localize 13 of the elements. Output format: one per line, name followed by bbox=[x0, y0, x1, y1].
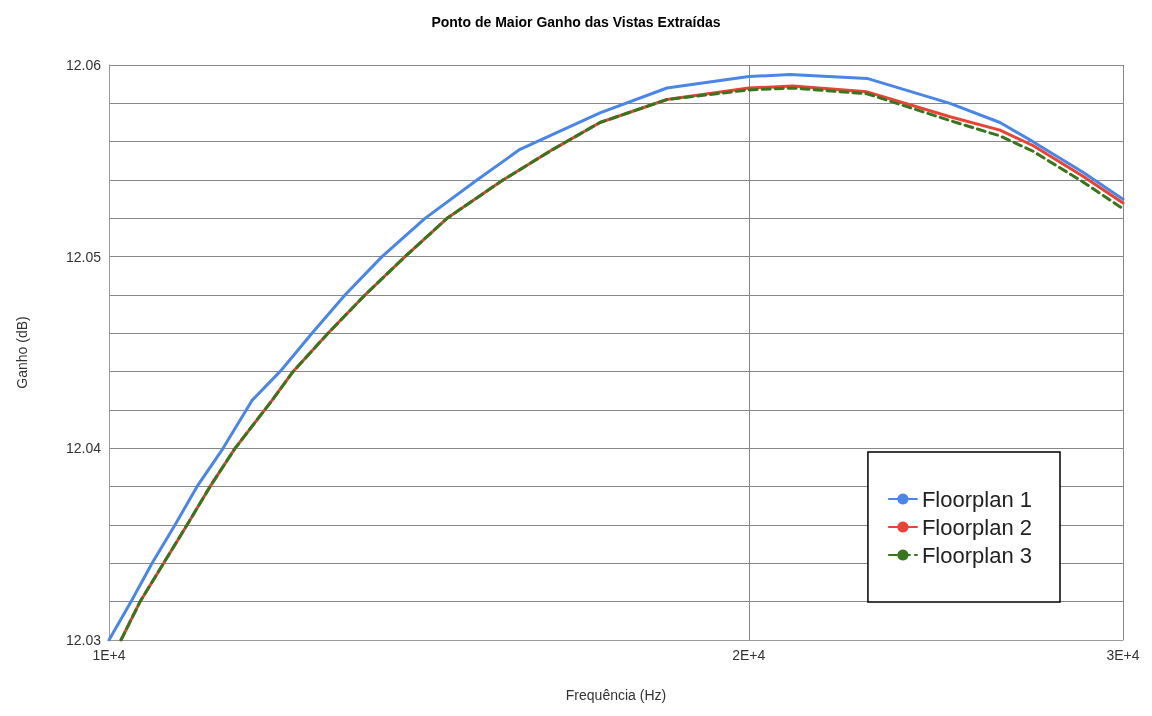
legend-label: Floorplan 1 bbox=[921, 486, 1033, 512]
legend-label: Floorplan 2 bbox=[921, 514, 1033, 540]
x-tick-label: 1E+4 bbox=[92, 647, 126, 663]
x-tick-label: 3E+4 bbox=[1106, 647, 1140, 663]
y-tick-label: 12.03 bbox=[65, 632, 102, 648]
y-axis-title: Ganho (dB) bbox=[14, 316, 30, 389]
y-tick-label: 12.06 bbox=[65, 57, 102, 73]
x-tick-label: 2E+4 bbox=[732, 647, 766, 663]
chart-title: Ponto de Maior Ganho das Vistas Extraídas bbox=[431, 14, 721, 30]
y-tick-label: 12.05 bbox=[65, 248, 102, 265]
x-axis-title: Frequência (Hz) bbox=[565, 687, 667, 703]
legend-label: Floorplan 3 bbox=[921, 542, 1033, 568]
y-tick-label: 12.04 bbox=[65, 440, 102, 457]
